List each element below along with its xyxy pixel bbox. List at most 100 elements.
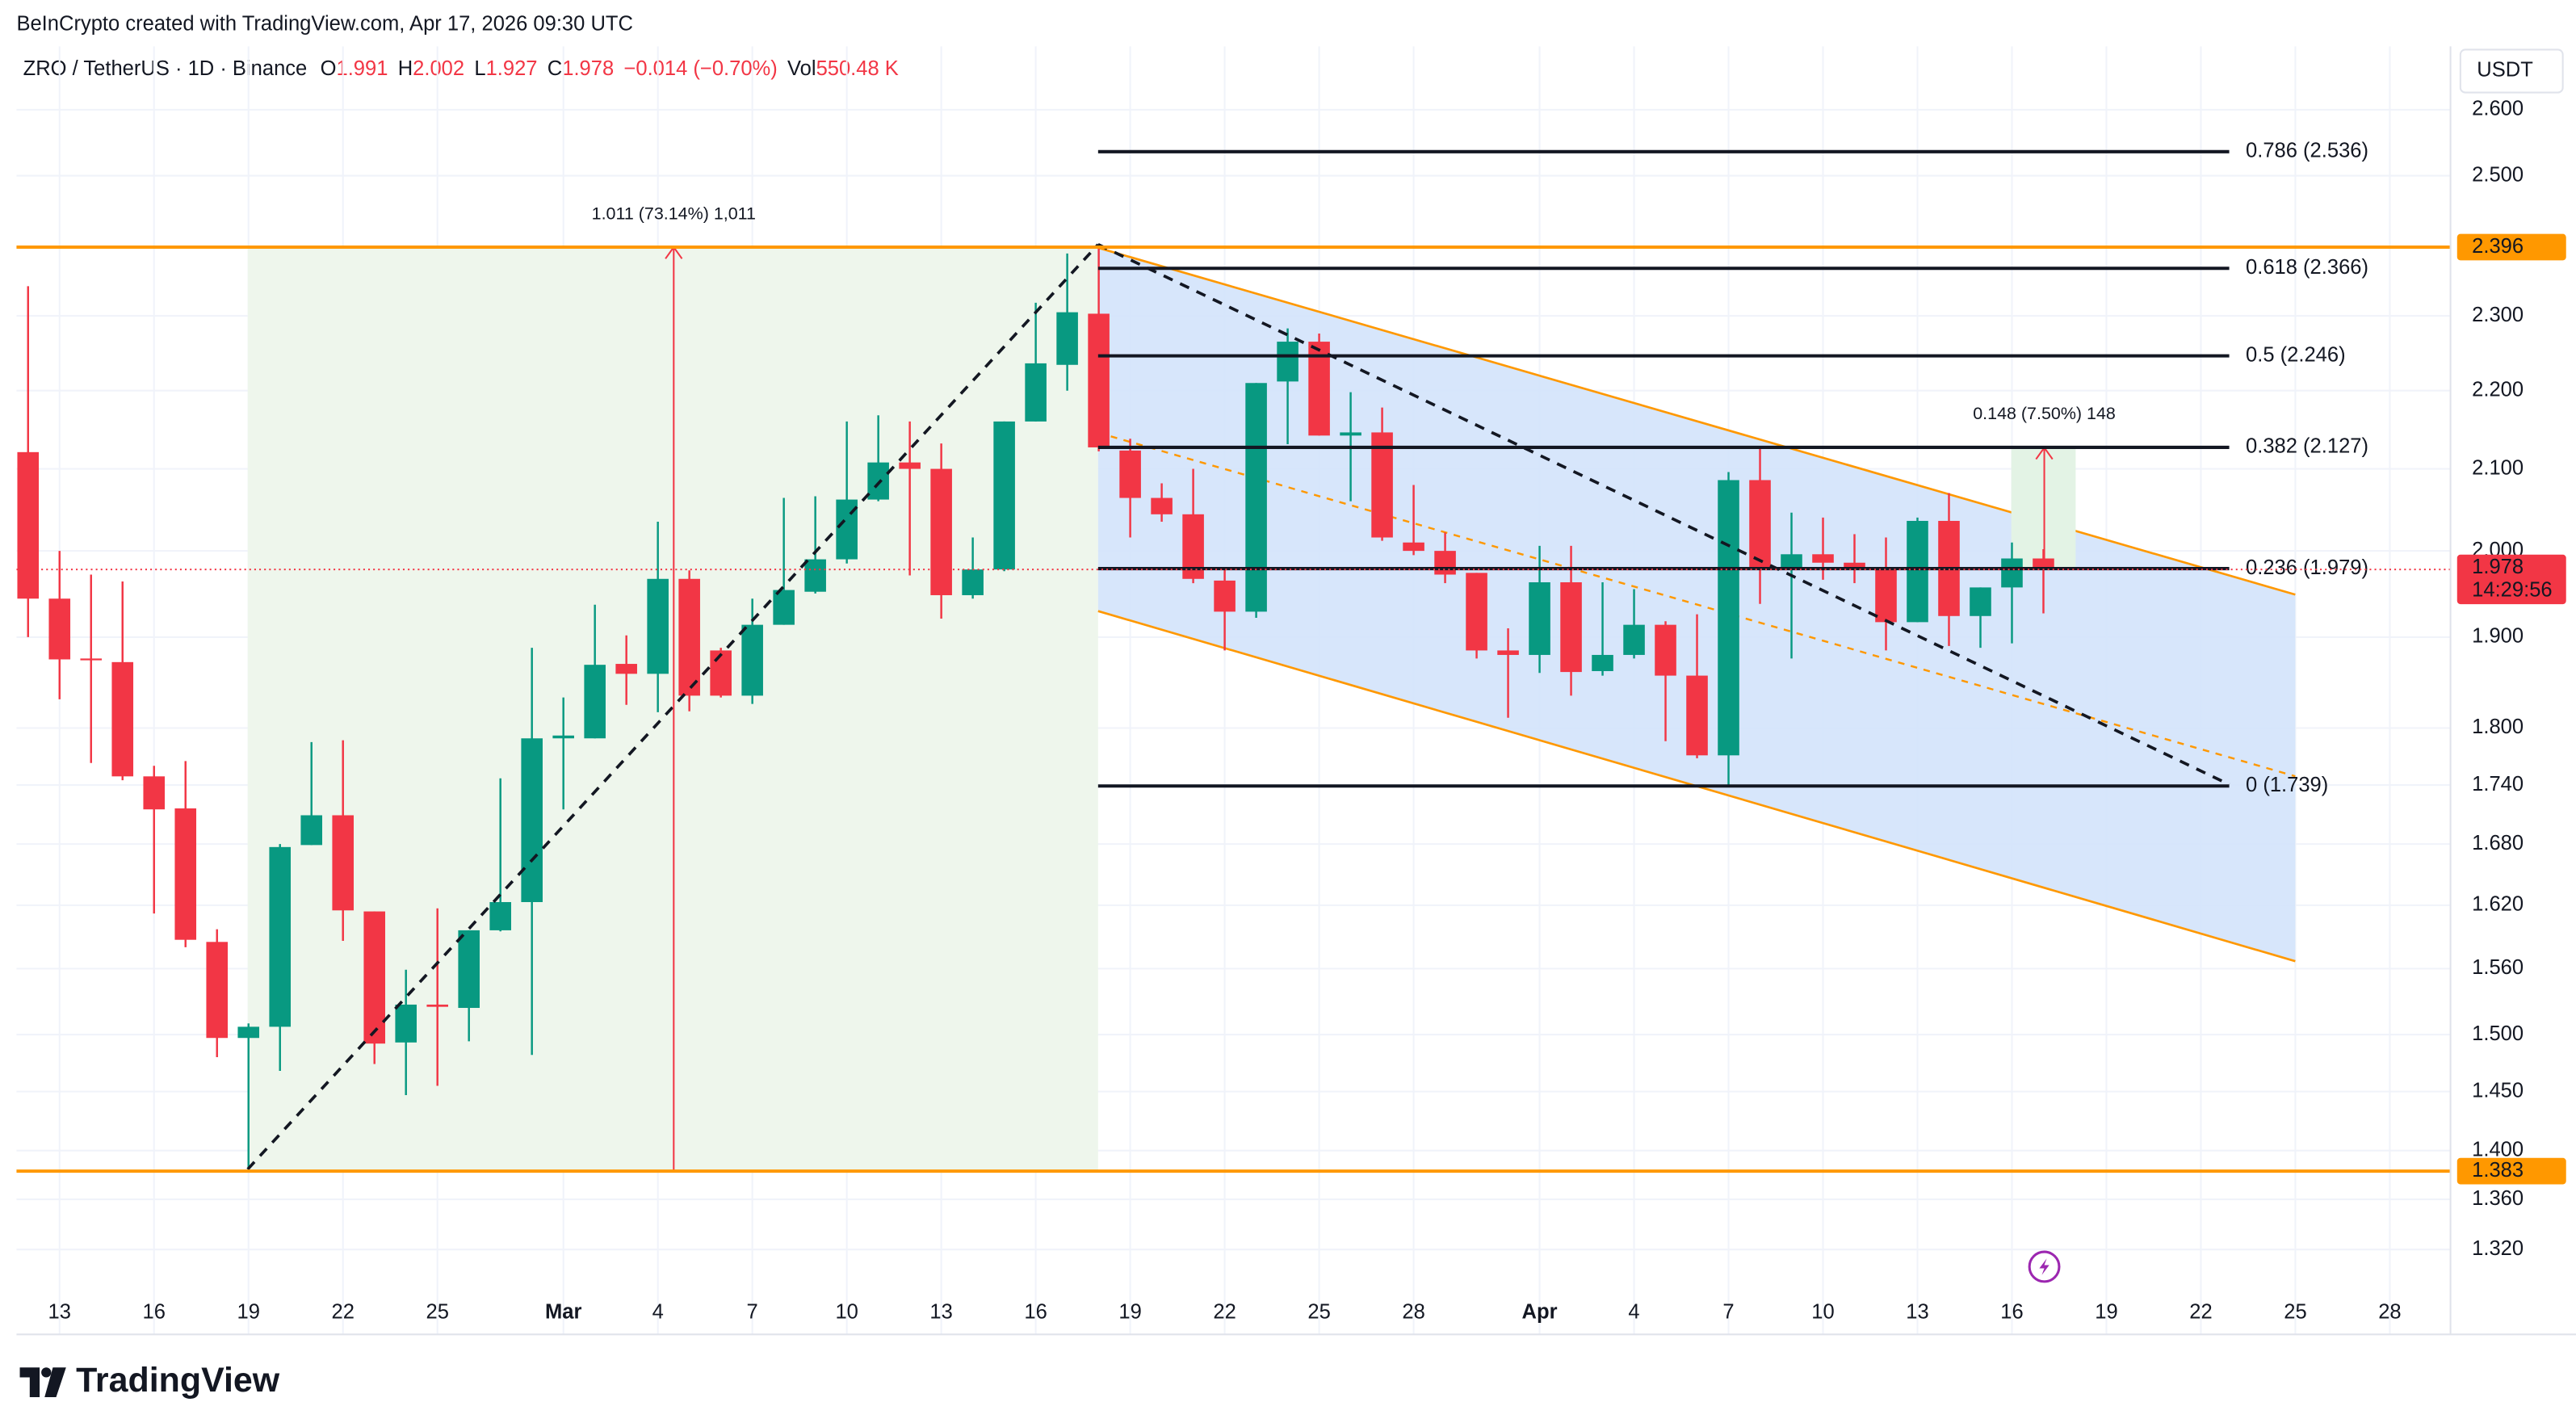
candle-body: [1718, 480, 1739, 756]
y-tick-label: 1.680: [2472, 832, 2524, 854]
candle-body: [773, 590, 795, 625]
y-tick-label: 1.740: [2472, 773, 2524, 795]
y-tick-label: 1.320: [2472, 1237, 2524, 1260]
candle-body: [867, 462, 889, 500]
candle-body: [1277, 342, 1298, 382]
volume-label: Vol: [787, 57, 816, 80]
currency-box: [2459, 48, 2564, 94]
logo: [19, 1367, 66, 1398]
candle-body: [237, 1026, 260, 1039]
candle-body: [1151, 497, 1173, 514]
candle-body: [962, 569, 984, 595]
candle-body: [741, 624, 763, 696]
candle-body: [584, 665, 606, 739]
y-tick-label: 2.500: [2472, 163, 2524, 186]
candle-body: [1812, 554, 1834, 563]
attribution: BeInCrypto created with TradingView.com,…: [16, 12, 633, 35]
x-tick-label: 25: [2284, 1300, 2306, 1323]
ohlc-value: 1.927: [486, 57, 538, 80]
candle-body: [48, 598, 71, 660]
logo-mark: [19, 1367, 40, 1398]
candle-body: [1119, 450, 1141, 498]
candle-body: [1056, 312, 1078, 365]
price-box: [2456, 233, 2566, 261]
trend-line: [246, 243, 1100, 1171]
ohlc-label: H: [398, 57, 413, 80]
y-tick-label: 1.450: [2472, 1079, 2524, 1102]
x-tick-label: 22: [332, 1300, 355, 1323]
y-tick-label: 1.900: [2472, 625, 2524, 648]
candle-body: [363, 911, 386, 1044]
x-tick-label: 19: [2095, 1300, 2117, 1323]
candle-body: [1907, 520, 1928, 623]
y-tick-label: 1.800: [2472, 716, 2524, 738]
channel-edge: [1097, 246, 2296, 596]
price-axis: [2450, 46, 2576, 1335]
candle-body: [269, 846, 292, 1027]
candle-body: [710, 650, 732, 696]
ohlc-value: 1.991: [337, 57, 388, 80]
x-tick-label: 28: [2378, 1300, 2401, 1323]
annotation: 0.148 (7.50%) 148: [1973, 404, 2116, 423]
candle-body: [395, 1004, 417, 1043]
x-tick-label: 19: [1118, 1300, 1141, 1323]
candle-body: [678, 578, 700, 696]
candle-body: [1403, 542, 1424, 552]
price-box: [2456, 1157, 2566, 1185]
countdown: 14:29:56: [2472, 578, 2552, 601]
x-tick-label: 4: [652, 1300, 664, 1323]
candle-body: [300, 815, 323, 846]
event-bolt[interactable]: [2039, 1258, 2049, 1275]
last-price-label: 1.978: [2472, 556, 2524, 578]
trend-line: [1097, 243, 2230, 787]
candle-body: [1434, 551, 1456, 575]
symbol-row: ZRO / TetherUS · 1D · Binance O1.991 H2.00…: [23, 57, 899, 80]
currency-label: USDT: [2477, 59, 2533, 82]
candle-body: [1781, 554, 1802, 569]
logo-mark: [44, 1367, 66, 1398]
candle-body: [1214, 580, 1236, 612]
candle-body: [80, 658, 103, 661]
price-box-label: 2.396: [2472, 235, 2524, 258]
candle-body: [2001, 558, 2023, 588]
candle-body: [143, 776, 166, 810]
x-tick-label: Mar: [545, 1300, 581, 1323]
y-tick-label: 2.600: [2472, 98, 2524, 120]
x-tick-label: Apr: [1522, 1300, 1558, 1323]
y-tick-label: 2.100: [2472, 456, 2524, 479]
y-tick-label: 1.400: [2472, 1138, 2524, 1161]
y-tick-label: 1.560: [2472, 956, 2524, 979]
candle-body: [930, 468, 952, 595]
fib-label: 0.236 (1.979): [2246, 556, 2368, 579]
volume: 550.48 K: [816, 57, 899, 80]
annotation: 1.011 (73.14%) 1,011: [592, 204, 756, 224]
y-tick-label: 2.200: [2472, 378, 2524, 401]
event-icon[interactable]: [2028, 1250, 2061, 1283]
candle-body: [1371, 432, 1393, 538]
candle-body: [111, 661, 134, 777]
ohlc-label: O: [321, 57, 337, 80]
x-tick-label: 7: [1722, 1300, 1734, 1323]
x-tick-label: 13: [1906, 1300, 1928, 1323]
y-tick-label: 1.360: [2472, 1187, 2524, 1210]
candle-body: [2033, 558, 2054, 570]
candle-body: [899, 462, 921, 469]
ohlc-value: 1.978: [562, 57, 614, 80]
candle-body: [426, 1004, 448, 1007]
candle-body: [332, 815, 355, 911]
logo-mark: [41, 1367, 52, 1378]
candle-body: [1497, 650, 1519, 655]
x-tick-label: 22: [1213, 1300, 1236, 1323]
change: −0.014 (−0.70%): [623, 57, 777, 80]
fib-label: 0.5 (2.246): [2246, 343, 2346, 366]
x-tick-label: 25: [426, 1300, 448, 1323]
candle-body: [1340, 432, 1361, 436]
x-tick-label: 22: [2189, 1300, 2212, 1323]
fib-label: 0.618 (2.366): [2246, 256, 2368, 279]
candle-body: [647, 578, 669, 674]
candle-body: [1529, 582, 1550, 655]
candle-body: [206, 942, 229, 1039]
candle-body: [615, 664, 637, 674]
